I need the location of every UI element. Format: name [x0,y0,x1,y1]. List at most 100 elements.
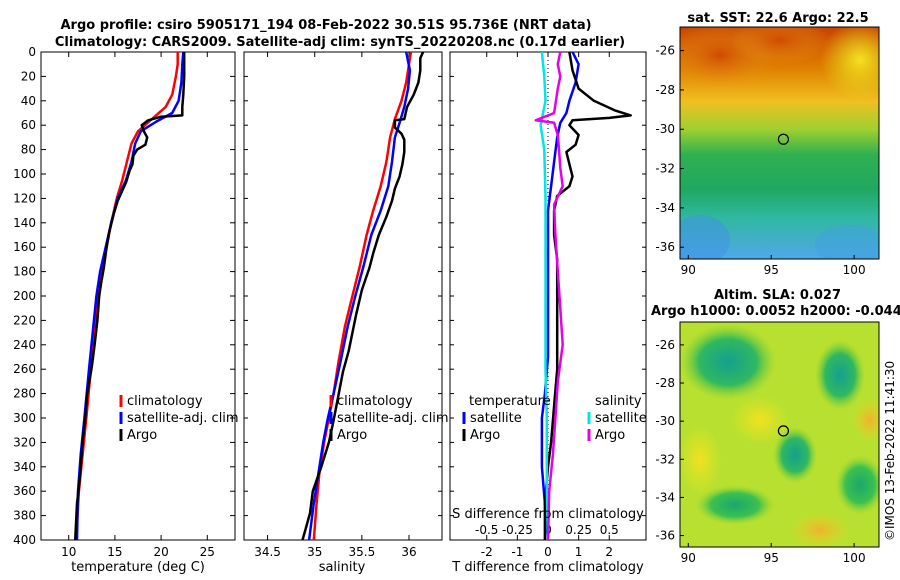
sst-warm-patch [730,27,830,65]
legend-label-satellite: satellite-adj. clim [337,411,449,426]
x-tick-label: 25 [200,545,215,559]
x-tick-label: 35.5 [348,545,375,559]
series-group [534,52,632,540]
x-tick-label: 36 [401,545,416,559]
x-tick-label: 0 [544,545,552,559]
legend-label-s-argo: Argo [595,428,625,443]
series-group [301,52,425,540]
map-y-tick-label: -32 [655,162,675,176]
map-x-tick-label: 100 [843,263,866,277]
legend-heading-salinity: salinity [595,394,642,409]
map-y-tick-label: -36 [655,529,675,543]
sla-low-patch [773,427,817,483]
map-y-tick-label: -26 [655,338,675,352]
x-tick-label: 1 [575,545,583,559]
top-x-tick-label: 0.25 [565,523,592,537]
sla-high-patch [730,395,790,445]
y-tick-label: 100 [13,167,36,181]
temperature-legend: climatology satellite-adj. clim Argo [119,394,239,443]
x-tick-label: 34.5 [254,545,281,559]
series-line-climatology [74,52,179,540]
map-y-tick-label: -30 [655,414,675,428]
x-tick-label: -2 [481,545,493,559]
sla-high-patch [852,398,879,442]
y-tick-label: 0 [28,45,36,59]
sla-map-image [680,322,879,547]
legend-heading-temperature: temperature [469,394,551,409]
copyright-stamp: ©IMOS 13-Feb-2022 11:41:30 [883,361,897,541]
sst-map-image [680,27,879,259]
x-tick-label: 10 [61,545,76,559]
sst-map-title: sat. SST: 22.6 Argo: 22.5 [687,11,868,26]
legend-label-s-satellite: satellite [595,411,647,426]
series-group [73,52,186,540]
y-tick-label: 220 [13,313,36,327]
map-y-tick-label: -36 [655,240,675,254]
top-x-tick-label: -0.25 [502,523,533,537]
difference-legend-temperature: temperature satellite Argo [462,394,551,443]
sst-cool-patch [815,225,879,259]
y-tick-label: 120 [13,191,36,205]
y-tick-label: 380 [13,509,36,523]
y-tick-label: 140 [13,216,36,230]
series-line-s-argo [534,52,564,540]
series-line-climatology [312,52,413,540]
series-line-argo [73,52,186,540]
figure-title-line2: Climatology: CARS2009. Satellite-adj cli… [55,35,625,50]
map-y-tick-label: -28 [655,376,675,390]
difference-legend-salinity: salinity satellite Argo [587,394,647,443]
map-x-tick-label: 90 [681,263,696,277]
y-tick-label: 320 [13,435,36,449]
x-tick-label: 20 [153,545,168,559]
map-x-tick-label: 100 [843,551,866,565]
sst-cool-patch [680,215,730,259]
y-tick-label: 40 [21,94,36,108]
x-tick-label: 2 [605,545,613,559]
legend-label-t-argo: Argo [470,428,500,443]
sla-map-frame [679,321,880,548]
x-tick-label: -1 [511,545,523,559]
legend-label-satellite: satellite-adj. clim [127,411,239,426]
y-tick-label: 160 [13,240,36,254]
salinity-axes [243,51,443,541]
series-line-t-satellite [540,52,580,540]
map-x-tick-label: 95 [764,263,779,277]
map-y-tick-label: -32 [655,452,675,466]
sst-yellow-patch [820,27,879,100]
argo-location-marker [777,425,790,437]
y-tick-label: 60 [21,118,36,132]
map-y-tick-label: -28 [655,83,675,97]
sla-map-title-line2: Argo h1000: 0.0052 h2000: -0.044 [651,304,900,319]
sst-map-frame [679,26,880,260]
difference-top-xlabel: S difference from climatology [452,507,644,522]
top-x-tick-label: 0.5 [600,523,619,537]
salinity-legend: climatology satellite-adj. clim Argo [329,394,449,443]
map-y-tick-label: -26 [655,44,675,58]
y-tick-label: 280 [13,387,36,401]
series-line-argo [301,52,425,540]
series-line-satellite-adj-clim [75,52,185,540]
sla-low-patch [680,324,776,400]
y-tick-label: 260 [13,362,36,376]
top-x-tick-label: -0.5 [475,523,498,537]
map-x-tick-label: 95 [764,551,779,565]
series-line-satellite-adj-clim [307,52,412,540]
x-tick-label: 15 [107,545,122,559]
figure-title-line1: Argo profile: csiro 5905171_194 08-Feb-2… [60,18,591,33]
y-tick-label: 340 [13,460,36,474]
legend-label-argo: Argo [127,428,157,443]
temperature-axes [40,51,236,541]
sla-high-patch [680,425,722,495]
y-tick-label: 20 [21,69,36,83]
temperature-xlabel: temperature (deg C) [71,560,205,575]
salinity-xlabel: salinity [319,560,366,575]
y-tick-label: 180 [13,265,36,279]
map-y-tick-label: -34 [655,201,675,215]
y-tick-label: 400 [13,533,36,547]
sla-map-title-line1: Altim. SLA: 0.027 [714,288,841,303]
sla-low-patch [815,340,865,410]
legend-label-argo: Argo [337,428,367,443]
map-y-tick-label: -34 [655,490,675,504]
legend-label-t-satellite: satellite [470,411,522,426]
